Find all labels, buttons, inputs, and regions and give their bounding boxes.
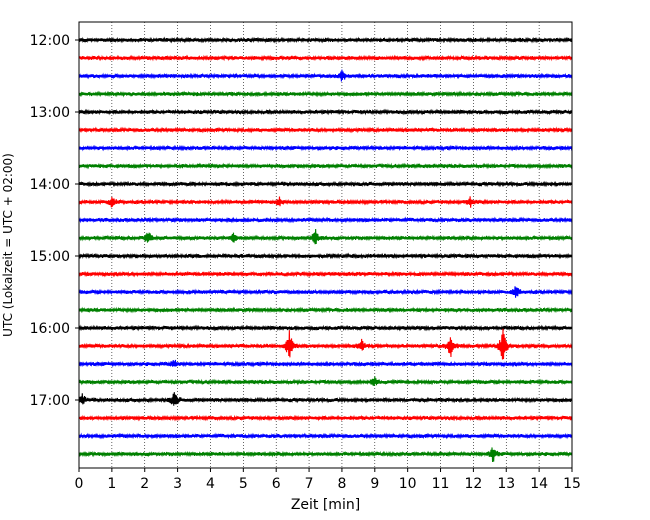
trace-1745 (78, 447, 573, 462)
trace-1515 (78, 270, 573, 278)
trace-1300 (78, 108, 573, 116)
x-tick-label: 14 (530, 476, 548, 492)
trace-1545 (78, 306, 573, 314)
trace-1200 (78, 36, 573, 44)
y-tick-label: 17:00 (30, 393, 70, 409)
trace-1615 (78, 328, 573, 360)
y-tick-label: 13:00 (30, 105, 70, 121)
trace-1715 (78, 414, 573, 422)
trace-1600 (78, 324, 573, 332)
x-tick-label: 12 (464, 476, 482, 492)
x-tick-label: 13 (497, 476, 515, 492)
trace-1730 (78, 432, 573, 440)
x-tick-label: 10 (399, 476, 417, 492)
x-axis-label: Zeit [min] (291, 497, 360, 513)
x-tick-label: 0 (75, 476, 84, 492)
trace-1330 (78, 144, 573, 152)
trace-1315 (78, 126, 573, 134)
trace-1430 (78, 216, 573, 224)
y-axis-label: UTC (Lokalzeit = UTC + 02:00) (1, 153, 15, 337)
x-tick-label: 15 (563, 476, 581, 492)
trace-lines (78, 36, 573, 462)
axis-ticks: 0 1 2 3 4 5 6 7 8 9 10 11 12 13 14 1512:0013:0014:0015:… (30, 33, 581, 492)
trace-1645 (78, 376, 573, 386)
trace-1245 (78, 90, 573, 98)
x-tick-label: 4 (206, 476, 215, 492)
x-tick-label: 7 (305, 476, 314, 492)
trace-1500 (78, 252, 573, 260)
y-tick-label: 14:00 (30, 177, 70, 193)
y-tick-label: 12:00 (30, 33, 70, 49)
plot-frame (78, 21, 573, 469)
trace-1630 (78, 359, 573, 368)
x-tick-label: 9 (370, 476, 379, 492)
x-tick-label: 2 (140, 476, 149, 492)
x-tick-label: 5 (239, 476, 248, 492)
trace-1345 (78, 162, 573, 170)
trace-1700 (78, 392, 573, 406)
trace-1445 (78, 229, 573, 245)
trace-1400 (78, 180, 573, 188)
x-tick-label: 3 (173, 476, 182, 492)
grid-lines (111, 22, 540, 468)
trace-1230 (78, 69, 573, 82)
y-tick-label: 16:00 (30, 321, 70, 337)
trace-1530 (78, 286, 573, 298)
trace-1215 (78, 54, 573, 62)
x-tick-label: 11 (432, 476, 450, 492)
x-tick-label: 8 (337, 476, 346, 492)
trace-1415 (78, 196, 573, 208)
x-tick-label: 1 (107, 476, 116, 492)
y-tick-label: 15:00 (30, 249, 70, 265)
x-tick-label: 6 (272, 476, 281, 492)
